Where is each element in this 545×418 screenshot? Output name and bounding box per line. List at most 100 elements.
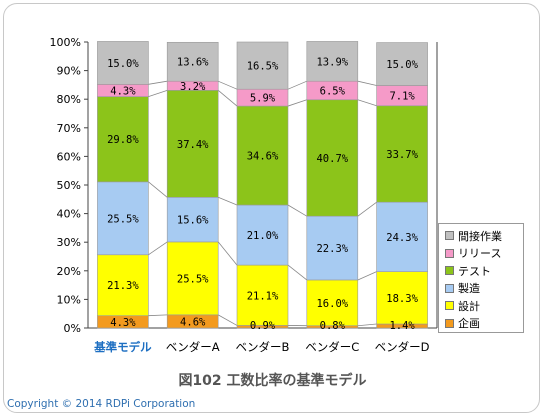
data-label: 0.9% <box>250 320 276 332</box>
series-connector-line <box>357 201 377 217</box>
chart-legend: 間接作業リリーステスト製造設計企画 <box>438 223 524 333</box>
data-label: 25.5% <box>177 273 209 285</box>
data-label: 21.1% <box>247 290 279 302</box>
x-category-label: ベンダーC <box>305 340 359 354</box>
series-connector-line <box>357 80 377 86</box>
legend-label: 企画 <box>458 317 480 331</box>
legend-swatch <box>445 266 454 276</box>
data-label: 16.5% <box>247 61 279 73</box>
bar-segment <box>166 90 219 198</box>
legend-item: テスト <box>445 262 523 280</box>
series-connector-line <box>217 241 238 266</box>
series-connector-line <box>287 99 307 107</box>
legend-swatch <box>445 248 454 258</box>
data-label: 15.6% <box>177 215 209 227</box>
y-tick-label: 50% <box>57 179 81 192</box>
y-tick-label: 30% <box>57 236 81 249</box>
bar-segment <box>236 204 289 266</box>
bar-segment <box>166 241 219 316</box>
y-tick-label: 0% <box>64 322 81 335</box>
legend-label: 設計 <box>458 299 480 313</box>
series-connector-line <box>218 196 238 206</box>
data-label: 4.6% <box>180 316 206 328</box>
data-label: 15.0% <box>386 59 418 71</box>
data-label: 29.8% <box>107 134 139 146</box>
y-tick-label: 60% <box>57 150 81 163</box>
legend-swatch <box>445 318 454 328</box>
legend-swatch <box>445 283 454 293</box>
legend-swatch <box>445 231 454 241</box>
data-label: 21.0% <box>247 230 279 242</box>
data-label: 21.3% <box>107 280 139 292</box>
series-connector-line <box>287 264 308 281</box>
bar-segment <box>97 41 149 85</box>
bar-segment <box>97 181 149 256</box>
data-label: 25.5% <box>107 213 139 225</box>
series-connector-line <box>148 89 168 98</box>
data-label: 1.4% <box>389 320 415 332</box>
bar-segment <box>306 41 359 82</box>
legend-swatch <box>445 301 454 311</box>
x-category-label: ベンダーD <box>375 340 430 354</box>
y-tick-label: 80% <box>57 93 81 106</box>
x-category-label: ベンダーA <box>166 340 220 354</box>
data-label: 33.7% <box>386 149 418 161</box>
bar-segment <box>306 215 359 281</box>
data-label: 6.5% <box>320 85 346 97</box>
bar-segment <box>97 96 149 183</box>
y-tick-label: 20% <box>57 265 81 278</box>
bar-segment <box>236 264 289 326</box>
series-connector-line <box>148 80 168 85</box>
bar-segment <box>376 105 428 203</box>
data-label: 3.2% <box>180 81 206 93</box>
x-category-label: 基準モデル <box>93 340 152 354</box>
series-connector-line <box>148 241 168 256</box>
series-connector-line <box>218 314 238 326</box>
legend-label: 製造 <box>458 282 480 296</box>
legend-item: 企画 <box>445 315 523 333</box>
bar-segment <box>306 99 359 217</box>
bar-segment <box>376 201 428 272</box>
legend-label: 間接作業 <box>458 229 502 243</box>
y-tick-label: 40% <box>57 208 81 221</box>
data-label: 16.0% <box>316 298 348 310</box>
bar-segment <box>236 105 289 206</box>
data-label: 4.3% <box>110 85 136 97</box>
data-label: 13.9% <box>316 56 348 68</box>
data-label: 0.8% <box>320 320 346 332</box>
data-label: 34.6% <box>247 151 279 163</box>
legend-item: 間接作業 <box>445 227 523 245</box>
legend-item: 設計 <box>445 297 523 315</box>
chart-caption: 図102 工数比率の基準モデル <box>178 373 367 389</box>
bar-segment <box>306 279 359 327</box>
data-label: 7.1% <box>389 91 415 103</box>
bar-segment <box>166 196 219 243</box>
data-label: 37.4% <box>177 139 209 151</box>
series-connector-line <box>218 80 238 90</box>
legend-label: テスト <box>458 264 491 278</box>
series-connector-line <box>357 99 377 107</box>
data-label: 22.3% <box>316 243 348 255</box>
y-tick-label: 70% <box>57 122 81 135</box>
bar-segment <box>166 41 219 82</box>
y-tick-label: 10% <box>57 293 81 306</box>
data-label: 5.9% <box>250 93 276 105</box>
legend-item: 製造 <box>445 280 523 298</box>
series-connector-line <box>148 181 168 198</box>
legend-label: リリース <box>458 247 502 261</box>
series-connector-line <box>148 314 168 317</box>
y-tick-label: 100% <box>50 36 81 49</box>
data-label: 40.7% <box>316 153 348 165</box>
series-connector-line <box>287 204 308 217</box>
x-category-label: ベンダーB <box>236 340 290 354</box>
bar-segment <box>376 42 428 86</box>
data-label: 4.3% <box>110 317 136 329</box>
series-connector-line <box>357 271 377 281</box>
bar-segment <box>236 41 289 90</box>
bar-segment <box>97 254 149 317</box>
legend-item: リリース <box>445 245 523 263</box>
y-tick-label: 90% <box>57 65 81 78</box>
series-connector-line <box>217 90 238 107</box>
data-label: 24.3% <box>386 232 418 244</box>
